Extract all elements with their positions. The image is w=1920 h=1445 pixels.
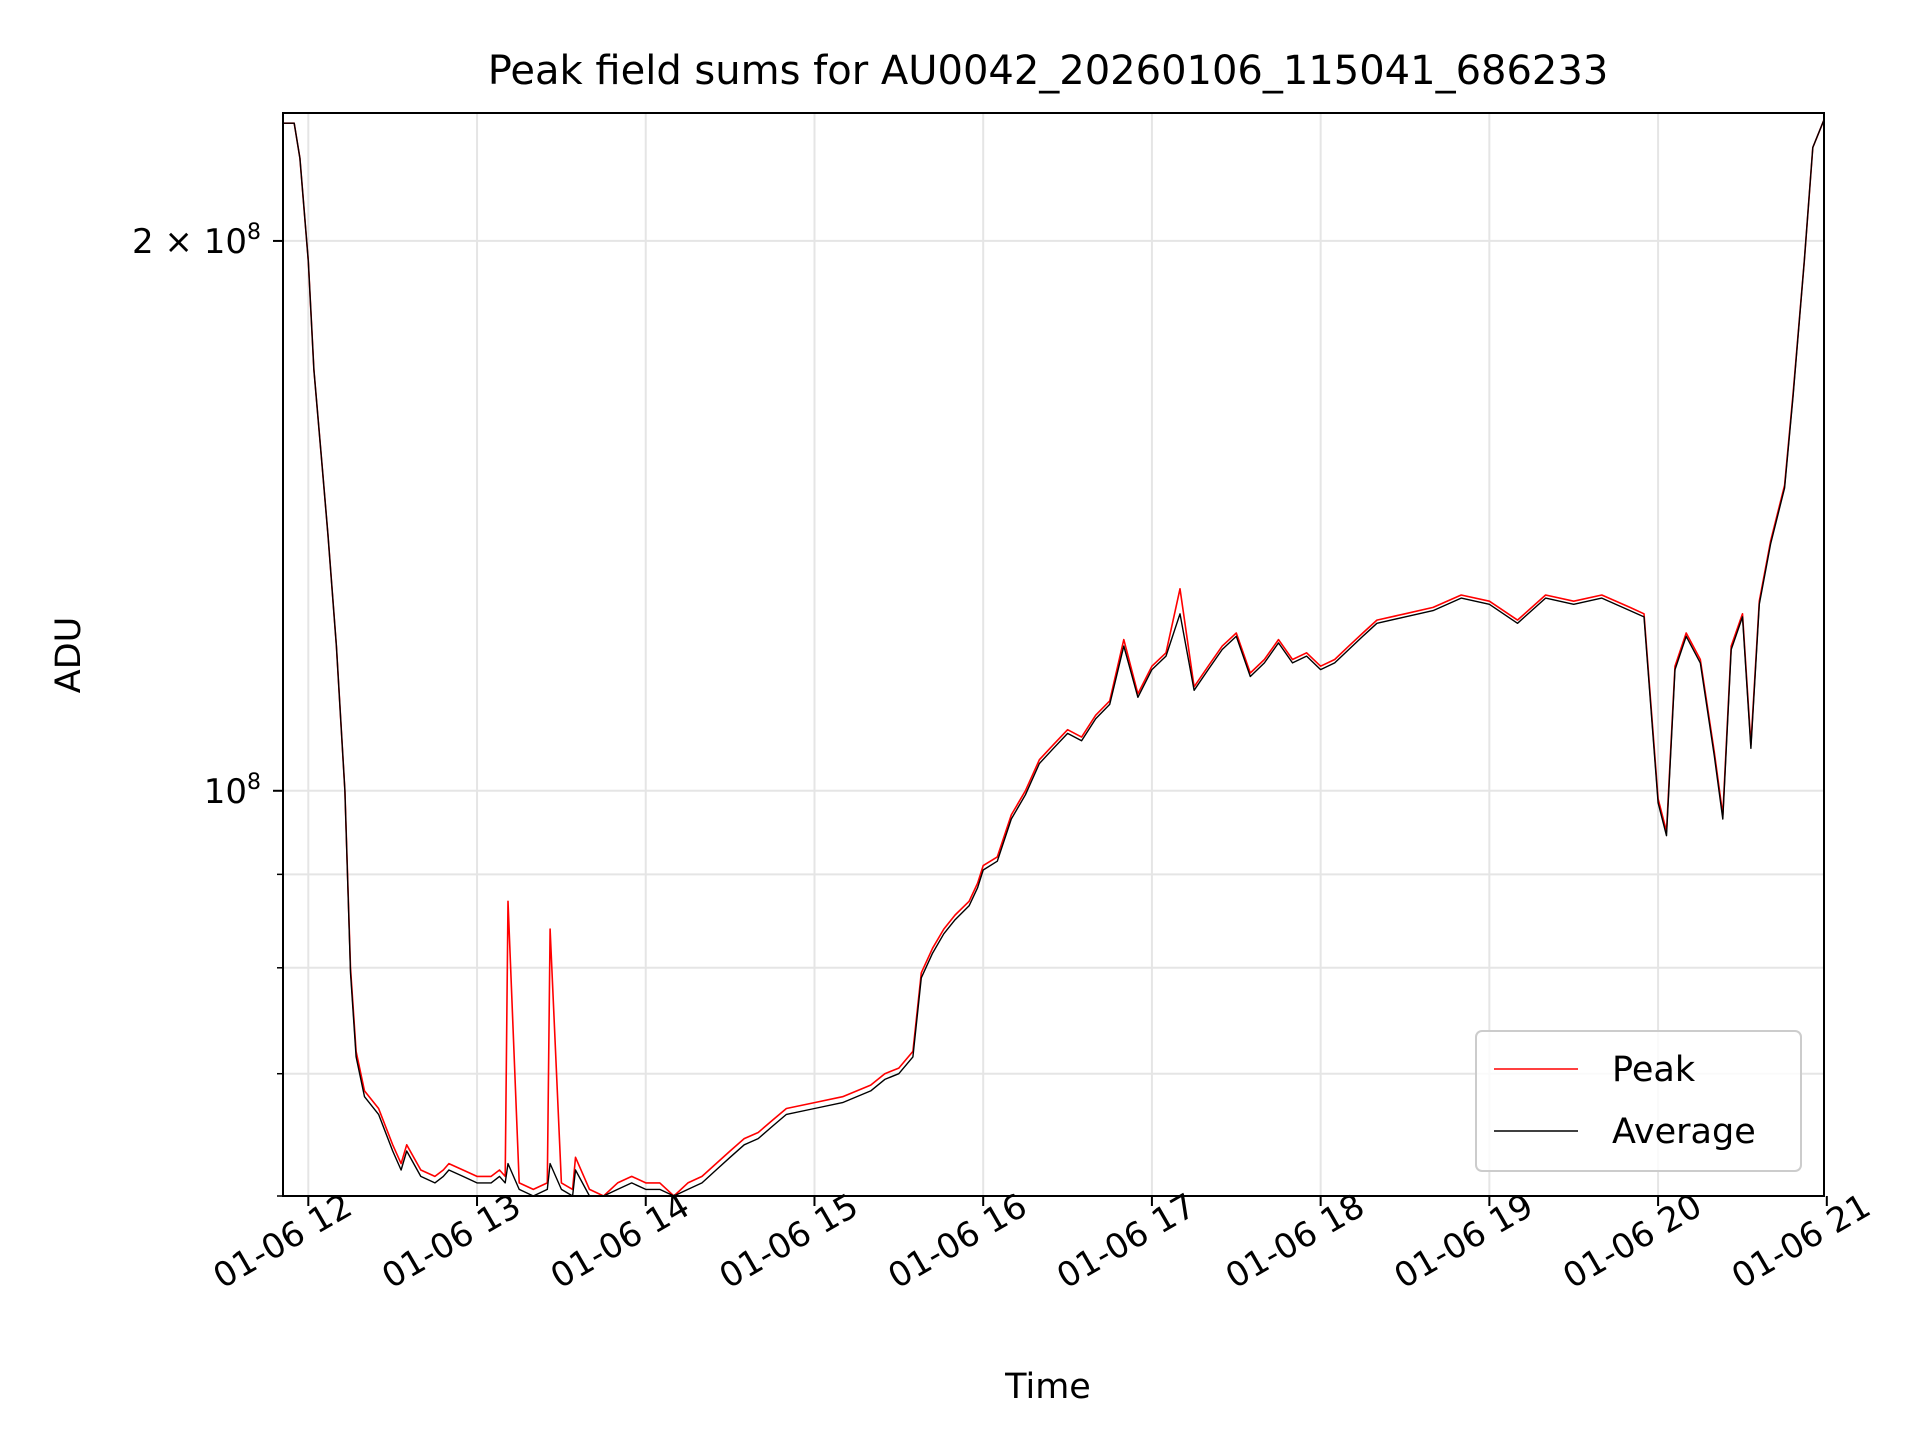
y-tick-label: 2 × 108 [132,220,261,262]
legend-label-average: Average [1612,1112,1756,1152]
y-tick-label: 108 [204,770,261,812]
x-axis-label: Time [1004,1367,1091,1407]
series-line-peak [283,119,1825,1197]
legend: Peak Average [1475,1030,1802,1172]
chart-title: Peak field sums for AU0042_20260106_1150… [488,48,1609,94]
legend-label-peak: Peak [1612,1050,1696,1090]
series-line-average [283,119,1825,1197]
y-axis-label: ADU [49,617,89,694]
y-tick-exponent: 8 [247,220,261,245]
y-tick-base: 10 [204,222,247,262]
plot-frame [282,112,1825,1197]
y-tick-base: 10 [204,772,247,812]
y-tick-exponent: 8 [247,770,261,795]
y-tick-coefficient: 2 × [132,222,204,262]
series-layer [283,119,1825,1197]
legend-box [1475,1030,1802,1172]
